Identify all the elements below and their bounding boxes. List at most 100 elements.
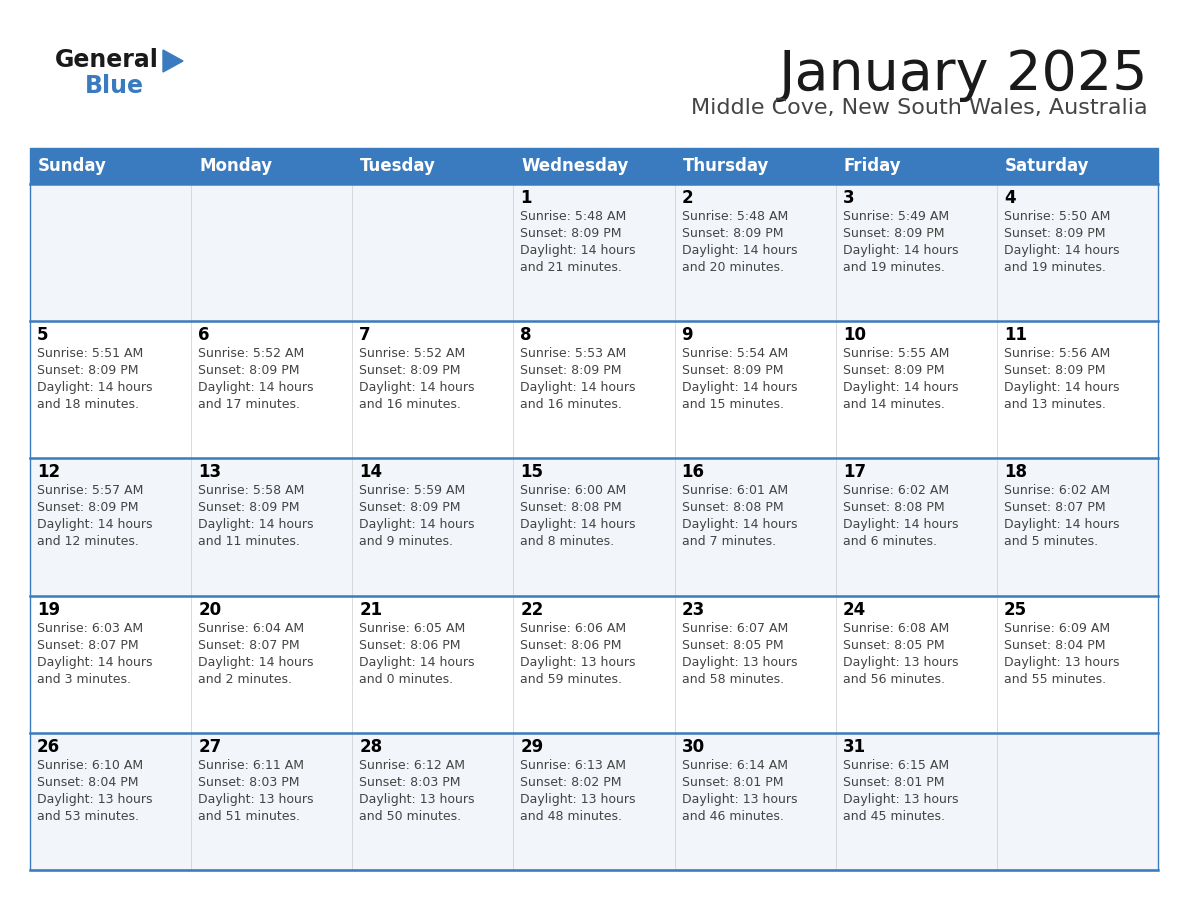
Text: Daylight: 14 hours: Daylight: 14 hours xyxy=(359,519,475,532)
Text: Daylight: 14 hours: Daylight: 14 hours xyxy=(1004,381,1119,394)
Text: Sunset: 8:04 PM: Sunset: 8:04 PM xyxy=(37,776,139,789)
Text: Sunset: 8:09 PM: Sunset: 8:09 PM xyxy=(682,227,783,240)
Text: and 51 minutes.: and 51 minutes. xyxy=(198,810,301,823)
Text: Daylight: 13 hours: Daylight: 13 hours xyxy=(359,793,475,806)
Text: Daylight: 13 hours: Daylight: 13 hours xyxy=(520,793,636,806)
Text: and 2 minutes.: and 2 minutes. xyxy=(198,673,292,686)
Text: General: General xyxy=(55,48,159,72)
Text: Sunset: 8:09 PM: Sunset: 8:09 PM xyxy=(359,501,461,514)
Text: Saturday: Saturday xyxy=(1005,157,1089,175)
Text: Daylight: 13 hours: Daylight: 13 hours xyxy=(198,793,314,806)
Text: and 0 minutes.: and 0 minutes. xyxy=(359,673,454,686)
Text: Daylight: 14 hours: Daylight: 14 hours xyxy=(1004,244,1119,257)
Text: Monday: Monday xyxy=(200,157,272,175)
Text: Sunset: 8:06 PM: Sunset: 8:06 PM xyxy=(359,639,461,652)
Text: Daylight: 14 hours: Daylight: 14 hours xyxy=(37,381,152,394)
Text: and 12 minutes.: and 12 minutes. xyxy=(37,535,139,548)
Text: Sunset: 8:01 PM: Sunset: 8:01 PM xyxy=(842,776,944,789)
Text: Sunset: 8:02 PM: Sunset: 8:02 PM xyxy=(520,776,623,789)
Text: 29: 29 xyxy=(520,738,544,756)
Text: Sunrise: 5:52 AM: Sunrise: 5:52 AM xyxy=(359,347,466,360)
Text: and 7 minutes.: and 7 minutes. xyxy=(682,535,776,548)
Text: Daylight: 14 hours: Daylight: 14 hours xyxy=(682,381,797,394)
Text: and 59 minutes.: and 59 minutes. xyxy=(520,673,623,686)
Text: Sunrise: 6:12 AM: Sunrise: 6:12 AM xyxy=(359,759,466,772)
Text: 12: 12 xyxy=(37,464,61,481)
Text: 23: 23 xyxy=(682,600,704,619)
Text: Sunset: 8:03 PM: Sunset: 8:03 PM xyxy=(198,776,299,789)
Text: Sunrise: 5:49 AM: Sunrise: 5:49 AM xyxy=(842,210,949,223)
Text: Sunrise: 6:04 AM: Sunrise: 6:04 AM xyxy=(198,621,304,634)
Text: and 5 minutes.: and 5 minutes. xyxy=(1004,535,1098,548)
Text: 7: 7 xyxy=(359,326,371,344)
Text: Daylight: 14 hours: Daylight: 14 hours xyxy=(842,519,959,532)
Text: 9: 9 xyxy=(682,326,693,344)
Text: 11: 11 xyxy=(1004,326,1026,344)
Text: Sunrise: 6:03 AM: Sunrise: 6:03 AM xyxy=(37,621,143,634)
Text: Sunrise: 5:55 AM: Sunrise: 5:55 AM xyxy=(842,347,949,360)
Text: Daylight: 14 hours: Daylight: 14 hours xyxy=(198,519,314,532)
Text: 16: 16 xyxy=(682,464,704,481)
Text: Sunrise: 6:00 AM: Sunrise: 6:00 AM xyxy=(520,485,627,498)
Text: Sunset: 8:09 PM: Sunset: 8:09 PM xyxy=(842,364,944,377)
Text: 20: 20 xyxy=(198,600,221,619)
Text: Sunset: 8:09 PM: Sunset: 8:09 PM xyxy=(1004,227,1105,240)
Text: Daylight: 14 hours: Daylight: 14 hours xyxy=(520,381,636,394)
Text: and 55 minutes.: and 55 minutes. xyxy=(1004,673,1106,686)
Text: Sunset: 8:08 PM: Sunset: 8:08 PM xyxy=(682,501,783,514)
Text: 18: 18 xyxy=(1004,464,1026,481)
Text: 17: 17 xyxy=(842,464,866,481)
Text: Daylight: 13 hours: Daylight: 13 hours xyxy=(842,793,959,806)
Text: Daylight: 14 hours: Daylight: 14 hours xyxy=(37,655,152,668)
Text: Sunrise: 6:10 AM: Sunrise: 6:10 AM xyxy=(37,759,143,772)
Text: Sunrise: 5:58 AM: Sunrise: 5:58 AM xyxy=(198,485,304,498)
Text: Sunset: 8:09 PM: Sunset: 8:09 PM xyxy=(682,364,783,377)
Text: Sunrise: 6:13 AM: Sunrise: 6:13 AM xyxy=(520,759,626,772)
Text: Sunset: 8:05 PM: Sunset: 8:05 PM xyxy=(842,639,944,652)
Text: Sunset: 8:07 PM: Sunset: 8:07 PM xyxy=(198,639,299,652)
Text: Sunset: 8:07 PM: Sunset: 8:07 PM xyxy=(37,639,139,652)
Text: Daylight: 14 hours: Daylight: 14 hours xyxy=(842,244,959,257)
Text: Sunset: 8:08 PM: Sunset: 8:08 PM xyxy=(520,501,623,514)
Text: and 20 minutes.: and 20 minutes. xyxy=(682,261,784,274)
Text: 6: 6 xyxy=(198,326,209,344)
Text: 3: 3 xyxy=(842,189,854,207)
Text: Sunrise: 5:53 AM: Sunrise: 5:53 AM xyxy=(520,347,627,360)
Text: and 17 minutes.: and 17 minutes. xyxy=(198,398,301,411)
Bar xyxy=(30,184,1158,321)
Text: 8: 8 xyxy=(520,326,532,344)
Text: Sunset: 8:09 PM: Sunset: 8:09 PM xyxy=(520,364,623,377)
Bar xyxy=(30,148,1158,184)
Polygon shape xyxy=(163,50,183,72)
Text: Tuesday: Tuesday xyxy=(360,157,436,175)
Text: 4: 4 xyxy=(1004,189,1016,207)
Text: Sunset: 8:09 PM: Sunset: 8:09 PM xyxy=(198,364,299,377)
Text: Sunrise: 5:54 AM: Sunrise: 5:54 AM xyxy=(682,347,788,360)
Text: and 9 minutes.: and 9 minutes. xyxy=(359,535,454,548)
Text: and 19 minutes.: and 19 minutes. xyxy=(842,261,944,274)
Text: 19: 19 xyxy=(37,600,61,619)
Text: Sunset: 8:09 PM: Sunset: 8:09 PM xyxy=(1004,364,1105,377)
Text: 21: 21 xyxy=(359,600,383,619)
Text: 1: 1 xyxy=(520,189,532,207)
Text: Sunset: 8:04 PM: Sunset: 8:04 PM xyxy=(1004,639,1105,652)
Text: Daylight: 13 hours: Daylight: 13 hours xyxy=(682,793,797,806)
Text: 27: 27 xyxy=(198,738,221,756)
Text: Sunset: 8:03 PM: Sunset: 8:03 PM xyxy=(359,776,461,789)
Text: Friday: Friday xyxy=(843,157,902,175)
Text: Daylight: 14 hours: Daylight: 14 hours xyxy=(198,655,314,668)
Text: 2: 2 xyxy=(682,189,693,207)
Text: Middle Cove, New South Wales, Australia: Middle Cove, New South Wales, Australia xyxy=(691,98,1148,118)
Bar xyxy=(30,458,1158,596)
Text: Sunset: 8:08 PM: Sunset: 8:08 PM xyxy=(842,501,944,514)
Text: Sunset: 8:09 PM: Sunset: 8:09 PM xyxy=(520,227,623,240)
Text: Sunrise: 6:05 AM: Sunrise: 6:05 AM xyxy=(359,621,466,634)
Text: Daylight: 13 hours: Daylight: 13 hours xyxy=(842,655,959,668)
Text: Sunrise: 6:06 AM: Sunrise: 6:06 AM xyxy=(520,621,626,634)
Text: 24: 24 xyxy=(842,600,866,619)
Text: Sunrise: 6:08 AM: Sunrise: 6:08 AM xyxy=(842,621,949,634)
Text: and 15 minutes.: and 15 minutes. xyxy=(682,398,784,411)
Text: and 18 minutes.: and 18 minutes. xyxy=(37,398,139,411)
Text: Sunrise: 6:07 AM: Sunrise: 6:07 AM xyxy=(682,621,788,634)
Text: 15: 15 xyxy=(520,464,543,481)
